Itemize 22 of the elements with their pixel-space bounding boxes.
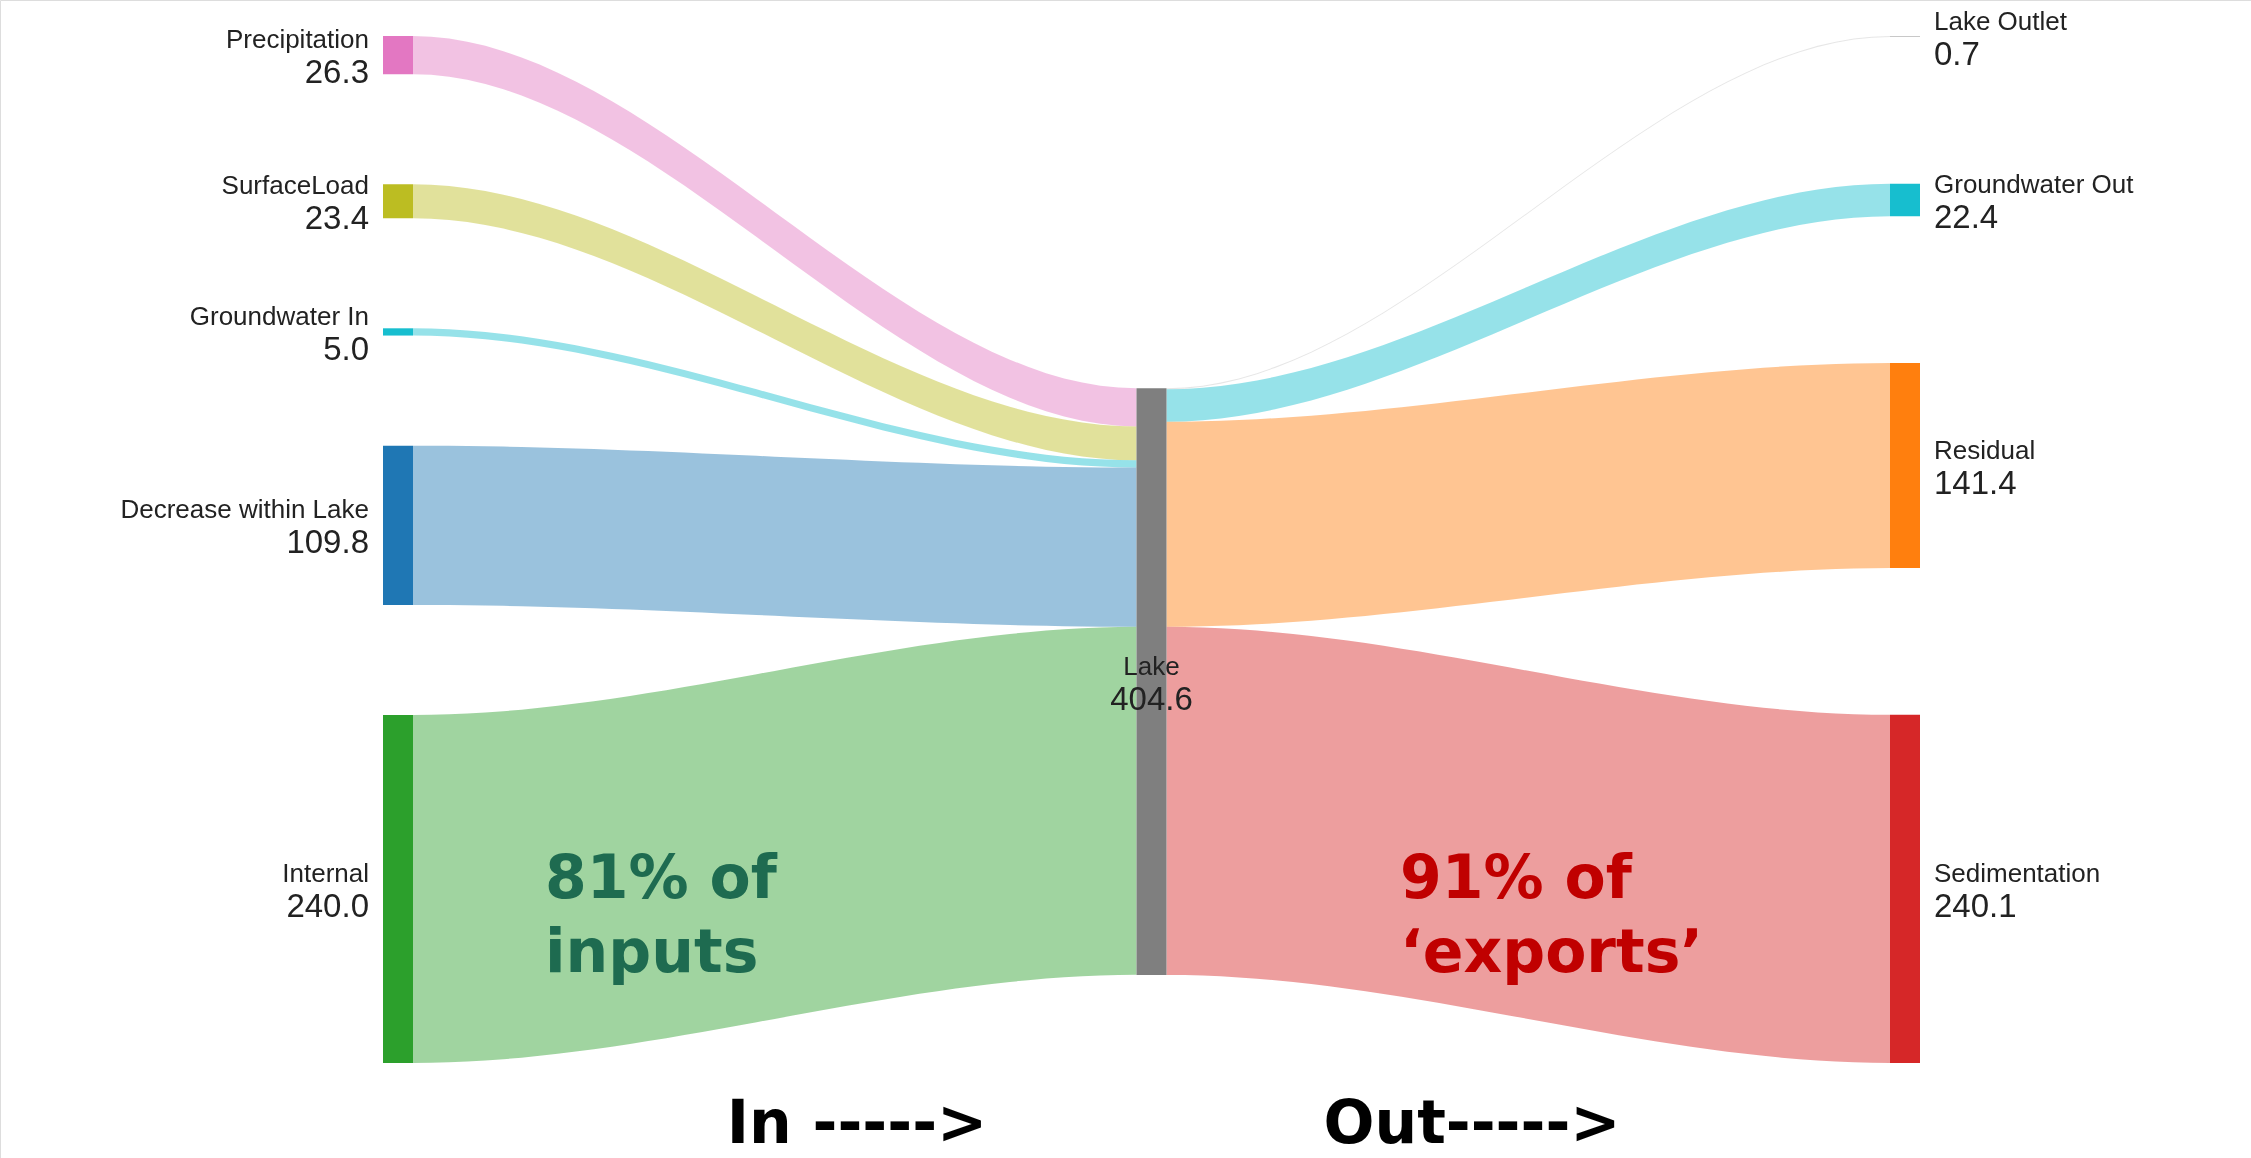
category-label: Decrease within Lake	[120, 494, 369, 525]
data-label: 141.4	[1934, 463, 2017, 501]
text: Out----->	[1323, 1087, 1621, 1157]
category-label: Residual	[1934, 434, 2036, 465]
category-label: SurfaceLoad	[221, 170, 369, 201]
category-label: Groundwater Out	[1934, 169, 2135, 200]
data-label: 22.4	[1934, 198, 1999, 236]
category-label: Sedimentation	[1934, 857, 2101, 888]
data-label: 240.0	[286, 887, 369, 924]
data-label: 240.1	[1934, 886, 2017, 924]
data-label: 109.8	[286, 523, 369, 561]
text: In ----->	[726, 1087, 988, 1157]
data-label: 23.4	[304, 199, 369, 237]
category-label: Internal	[282, 858, 369, 888]
text: 91% of ‘exports’	[1400, 842, 1704, 986]
data-label: 26.3	[304, 53, 369, 91]
category-label: Lake Outlet	[1934, 5, 2068, 36]
category-label: Groundwater In	[189, 300, 369, 331]
data-label: 0.7	[1934, 34, 1980, 72]
text: 81% of inputs	[545, 842, 778, 986]
data-label: 5.0	[323, 329, 369, 367]
category-label: Precipitation	[225, 24, 369, 55]
